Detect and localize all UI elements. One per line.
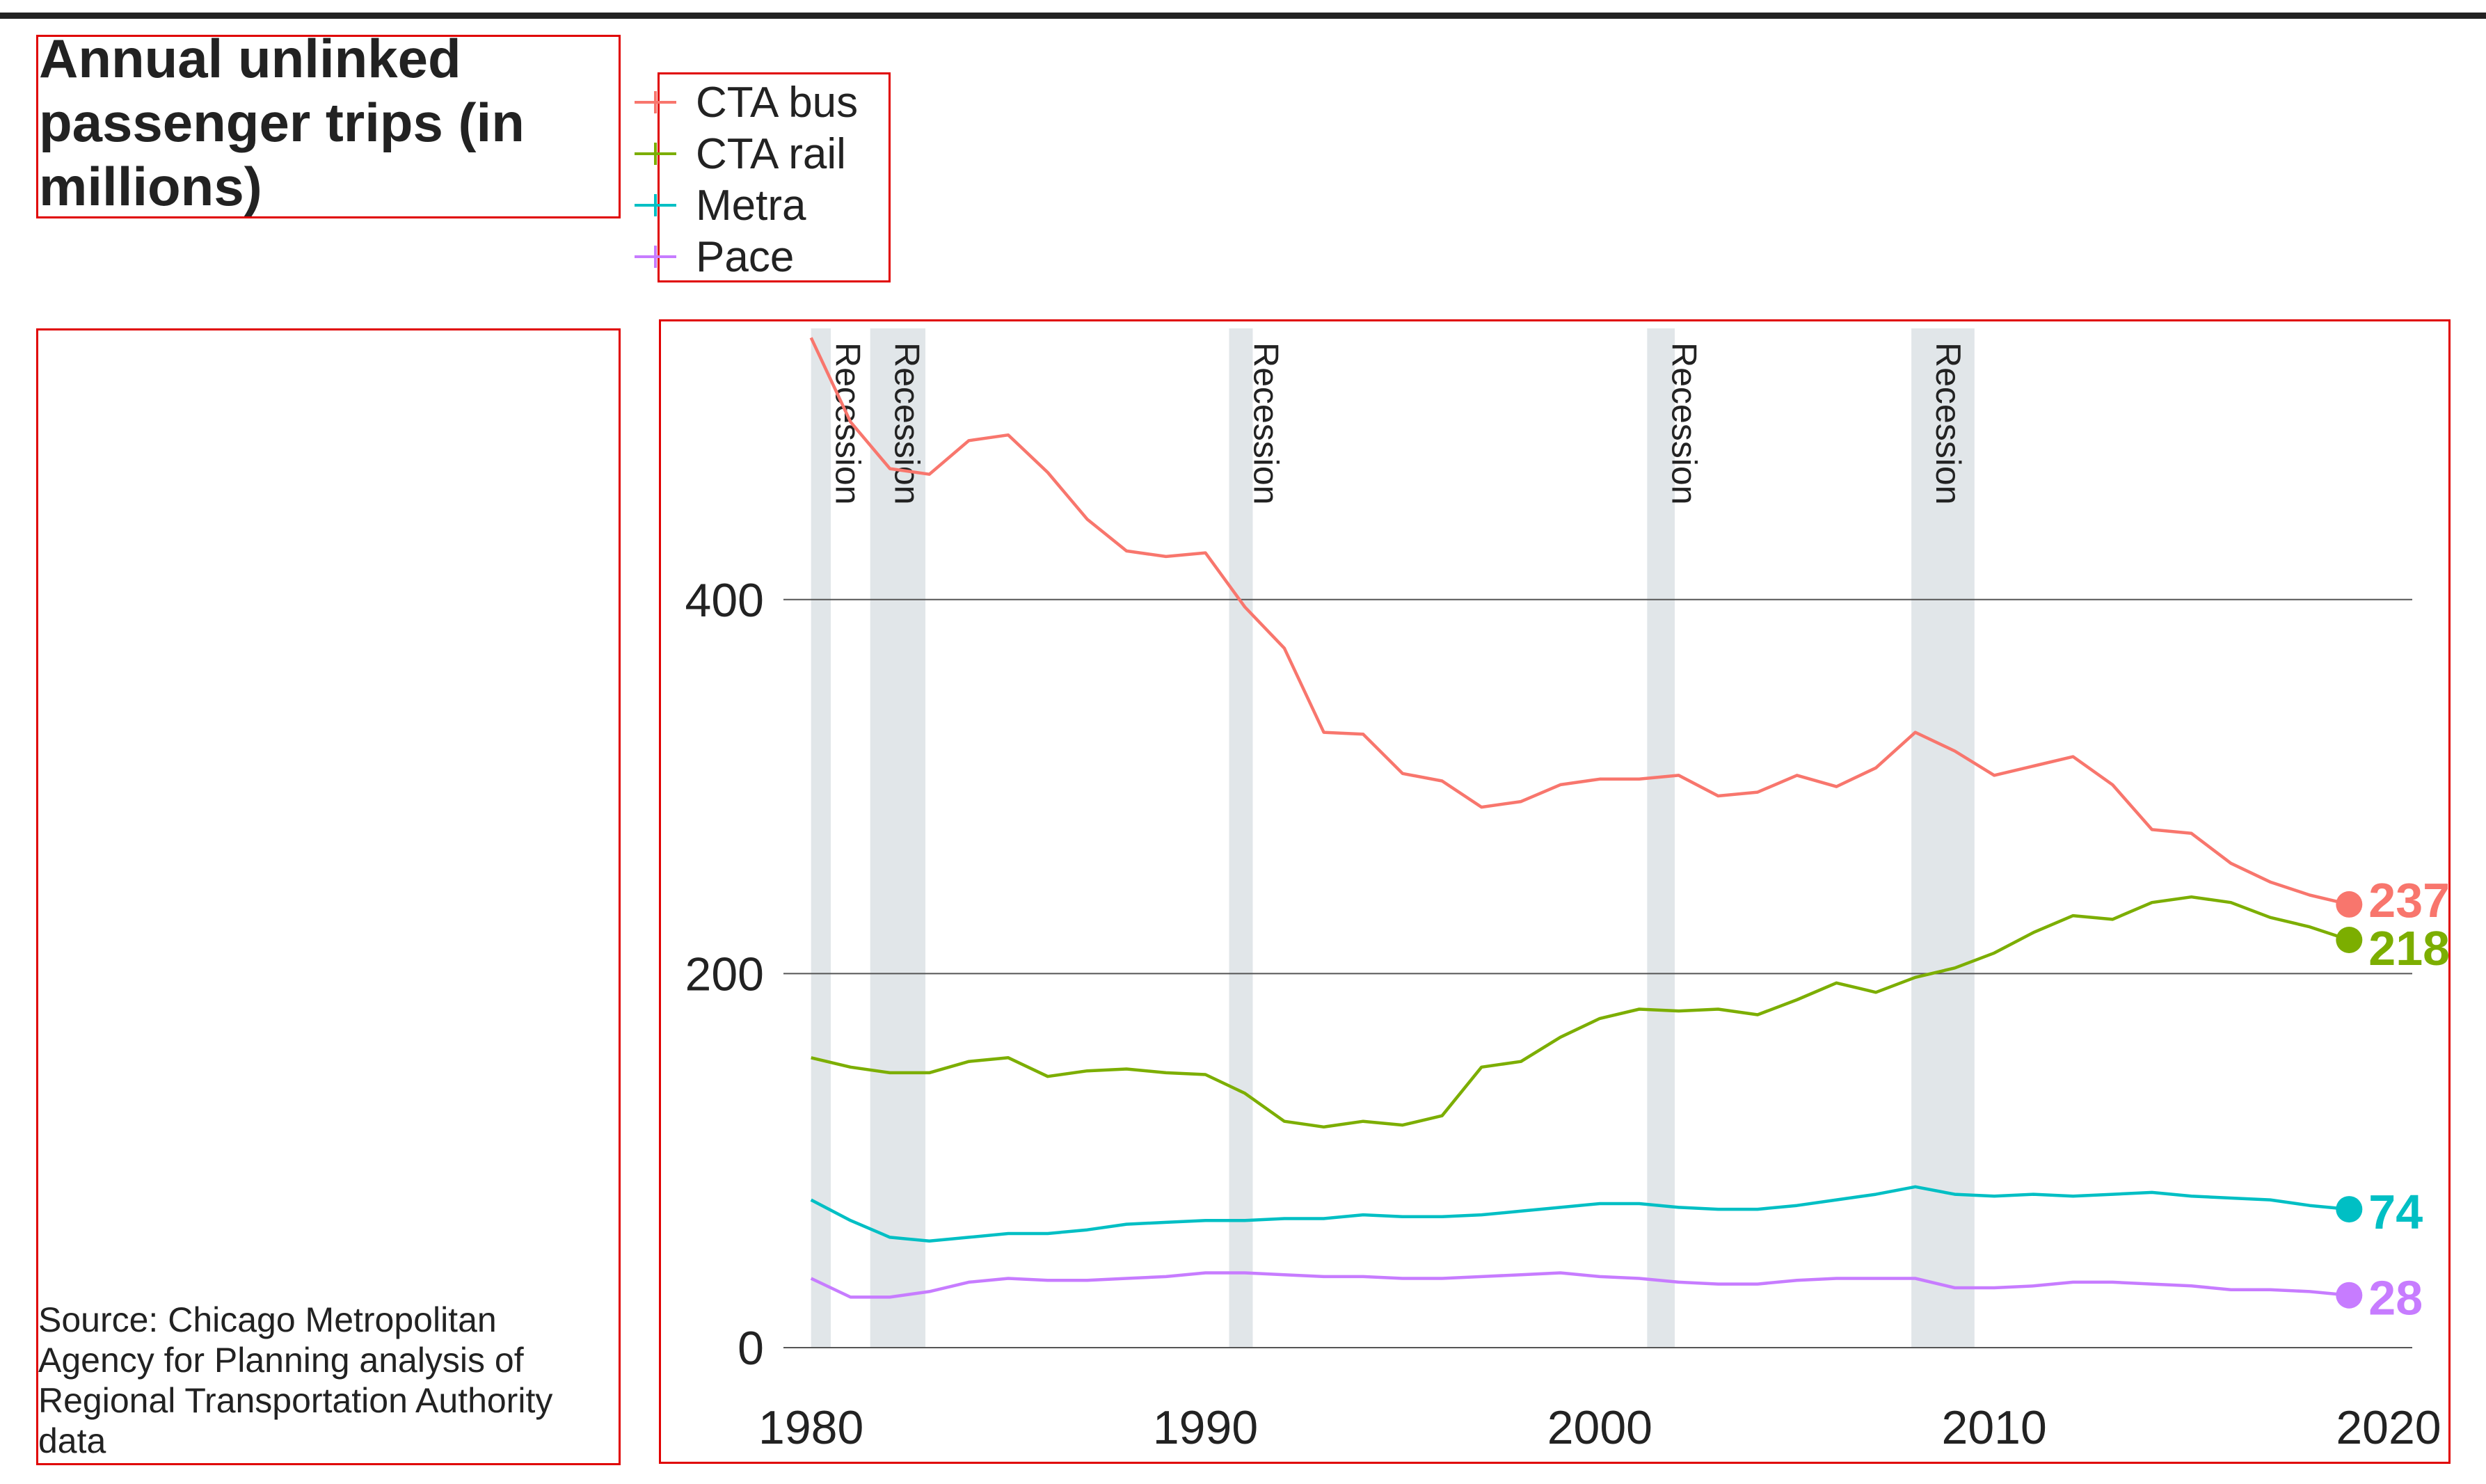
end-label-metra: 74 [2368,1185,2423,1239]
legend-swatch-cta-bus [635,91,676,113]
chart-highlight-box [659,319,2451,1464]
end-point-cta-rail [2336,927,2363,953]
x-tick-label: 2000 [1547,1401,1652,1454]
title-highlight-box [36,35,621,218]
legend-swatch-metra [635,194,676,216]
y-tick-label: 0 [738,1322,764,1375]
x-tick-label: 2010 [1942,1401,2047,1454]
series-line-cta-rail [811,895,2350,1129]
series-line-pace [810,1271,2350,1299]
recession-label: Recession [829,342,868,504]
legend-label-metra: Metra [696,181,806,230]
legend-swatch-cta-rail [635,143,676,165]
end-point-metra [2336,1196,2363,1223]
x-tick-label: 1980 [758,1401,863,1454]
legend-label-pace: Pace [696,232,795,281]
series-line-cta-bus [809,337,2350,907]
chart-title: Annual unlinked passenger trips (in mill… [39,28,525,217]
recession-band [870,328,926,1348]
series-line-metra [810,1185,2350,1243]
recession-label: Recession [1664,342,1703,504]
legend-highlight-box [658,72,891,282]
recession-band [1229,328,1253,1348]
x-tick-label: 1990 [1153,1401,1258,1454]
legend: CTA bus CTA rail Metra Pace [635,77,858,282]
end-point-pace [2336,1282,2363,1309]
legend-label-cta-rail: CTA rail [696,129,846,178]
end-label-pace: 28 [2368,1271,2423,1325]
recession-label: Recession [1929,342,1968,504]
source-note: Source: Chicago Metropolitan Agency for … [38,1300,553,1460]
end-point-cta-bus [2336,891,2363,918]
y-tick-label: 200 [685,948,764,1000]
top-rule [0,13,2486,19]
legend-item-cta-bus: CTA bus [635,77,858,128]
legend-label-cta-bus: CTA bus [696,78,859,127]
recession-label: Recession [1247,342,1286,504]
source-highlight-box [36,328,621,1465]
recession-band [1647,328,1675,1348]
recession-label: Recession [888,342,927,504]
legend-swatch-pace [635,246,676,268]
x-tick-label: 2020 [2336,1401,2441,1454]
end-label-cta-bus: 237 [2368,873,2450,927]
y-tick-label: 400 [685,574,764,627]
recession-band [1911,328,1975,1348]
legend-item-pace: Pace [635,231,858,282]
end-label-cta-rail: 218 [2368,921,2450,975]
legend-item-metra: Metra [635,179,858,231]
recession-band [811,328,831,1348]
legend-item-cta-rail: CTA rail [635,128,858,179]
